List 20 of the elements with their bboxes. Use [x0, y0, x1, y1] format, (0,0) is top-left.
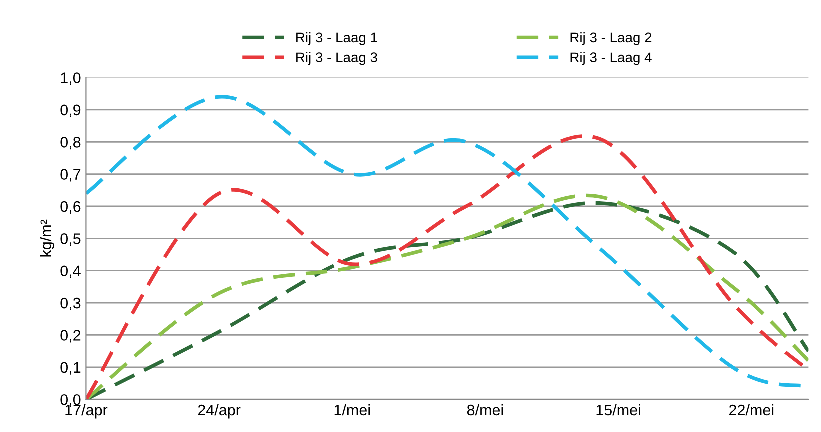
legend-label: Rij 3 - Laag 2 — [570, 32, 652, 46]
y-tick-label: 0,7 — [60, 169, 81, 182]
y-tick-label: 0,5 — [60, 234, 81, 246]
y-tick-label: 0,3 — [60, 298, 81, 311]
legend-label: Rij 3 - Laag 3 — [296, 52, 378, 66]
y-tick-label: 0,2 — [60, 330, 81, 343]
x-tick-label: 8/mei — [467, 404, 504, 416]
x-tick-label: 22/mei — [729, 404, 774, 416]
y-tick-label: 0,9 — [60, 104, 81, 118]
x-tick-label: 1/mei — [334, 404, 370, 416]
y-tick-label: 1,0 — [61, 72, 81, 86]
y-tick-label: 0,1 — [60, 362, 81, 375]
x-tick-label: 24/apr — [198, 404, 241, 419]
y-axis-title: kg/m² — [40, 220, 55, 257]
legend-label: Rij 3 - Laag 4 — [570, 52, 652, 66]
legend-label: Rij 3 - Laag 1 — [296, 32, 378, 46]
x-tick-label: 15/mei — [596, 404, 640, 416]
y-tick-label: 0,8 — [60, 136, 81, 150]
y-tick-label: 0,6 — [60, 201, 81, 214]
y-tick-label: 0,4 — [60, 266, 81, 278]
